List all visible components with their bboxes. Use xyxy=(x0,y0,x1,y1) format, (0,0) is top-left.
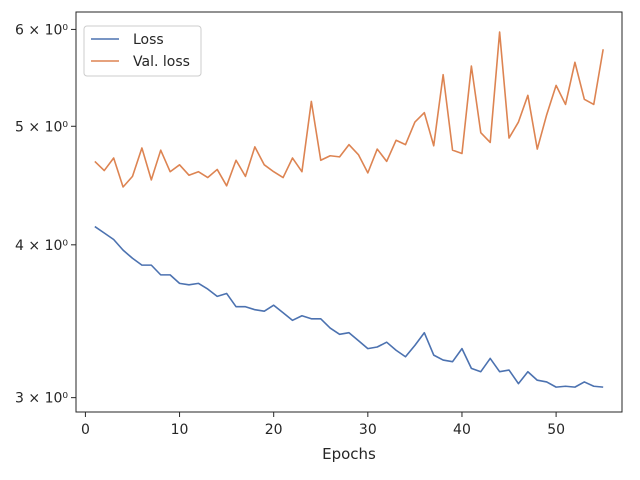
series-layer xyxy=(94,31,604,388)
x-axis-label: Epochs xyxy=(322,445,376,463)
y-tick-label: 4 × 10⁰ xyxy=(15,238,68,254)
plot-area xyxy=(75,11,623,413)
legend: Loss Val. loss xyxy=(83,25,202,77)
x-tick-label: 30 xyxy=(359,422,377,438)
legend-label-loss: Loss xyxy=(133,32,164,48)
y-tick-label: 3 × 10⁰ xyxy=(15,391,68,407)
x-axis-ticks: 0 10 20 30 40 50 xyxy=(81,412,565,438)
x-tick-label: 20 xyxy=(265,422,283,438)
series-line-loss xyxy=(94,225,604,388)
x-tick-label: 50 xyxy=(547,422,565,438)
x-tick-label: 10 xyxy=(171,422,189,438)
series-line-val-loss xyxy=(94,31,604,188)
y-axis-ticks: 3 × 10⁰ 4 × 10⁰ 5 × 10⁰ 6 × 10⁰ xyxy=(15,22,76,407)
y-tick-label: 6 × 10⁰ xyxy=(15,22,68,38)
legend-label-val-loss: Val. loss xyxy=(133,54,190,70)
y-tick-label: 5 × 10⁰ xyxy=(15,119,68,135)
x-tick-label: 0 xyxy=(81,422,90,438)
x-tick-label: 40 xyxy=(453,422,471,438)
